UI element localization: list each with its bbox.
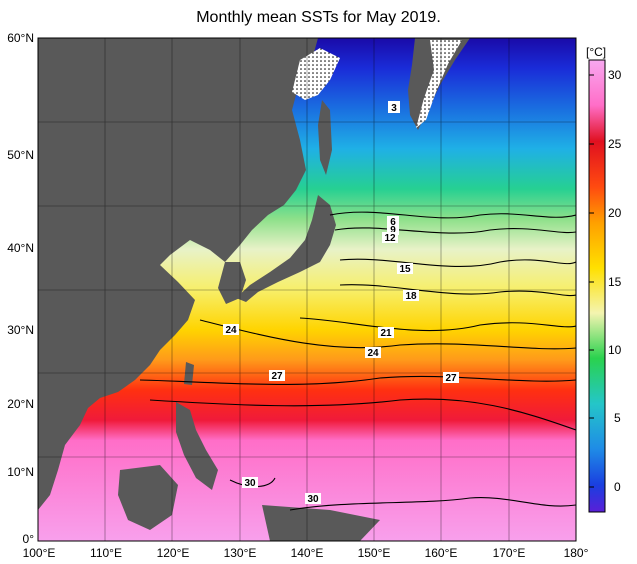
contour-label-24-east: 24: [367, 348, 379, 359]
colorbar-tick-0: 0: [614, 480, 621, 494]
graticule: [38, 38, 576, 541]
lon-label-170e: 170°E: [492, 546, 526, 560]
contour-label-24-west: 24: [225, 325, 237, 336]
colorbar-ticks: [589, 74, 594, 488]
lat-label-20n: 20°N: [7, 397, 34, 411]
sea-ice-okhotsk: [292, 48, 340, 100]
contour-label-layer: 3 6 9 12 15 18 21 24 24 27 27 30 30: [223, 101, 459, 505]
lat-label-60n: 60°N: [7, 31, 34, 45]
contour-label-3: 3: [391, 103, 397, 114]
colorbar-tick-25: 25: [608, 137, 622, 151]
lon-label-130e: 130°E: [223, 546, 257, 560]
contour-lines: [139, 211, 576, 511]
contour-label-18: 18: [405, 291, 417, 302]
lon-label-160e: 160°E: [424, 546, 458, 560]
colorbar-unit: [°C]: [586, 45, 607, 59]
lon-label-150e: 150°E: [357, 546, 391, 560]
lat-label-0: 0°: [22, 532, 34, 546]
contour-label-6: 6: [390, 217, 396, 228]
contour-label-27-east: 27: [445, 373, 457, 384]
lat-label-50n: 50°N: [7, 148, 34, 162]
sea-ice-kamchatka: [416, 40, 462, 128]
landmass-taiwan: [184, 362, 194, 385]
lat-label-10n: 10°N: [7, 465, 34, 479]
contour-label-30-south: 30: [307, 494, 319, 505]
lon-label-110e: 110°E: [90, 546, 122, 560]
contour-label-21: 21: [380, 328, 392, 339]
contour-label-9: 9: [390, 225, 396, 236]
landmass-new-guinea: [262, 505, 380, 541]
contour-label-15: 15: [399, 264, 411, 275]
colorbar: [588, 59, 606, 513]
lon-label-180: 180°: [563, 546, 589, 560]
colorbar-tick-10: 10: [608, 343, 622, 357]
lat-label-40n: 40°N: [7, 241, 34, 255]
colorbar-tick-15: 15: [608, 275, 622, 289]
lon-label-140e: 140°E: [290, 546, 324, 560]
landmass-philippines: [176, 402, 218, 490]
contour-label-12: 12: [384, 233, 396, 244]
map-title: Monthly mean SSTs for May 2019.: [196, 9, 441, 26]
landmass-sakhalin: [318, 100, 332, 175]
landmass-borneo: [118, 465, 178, 530]
landmass-korea: [218, 262, 246, 304]
colorbar-tick-5: 5: [614, 411, 621, 425]
landmass-asia: [38, 38, 318, 510]
colorbar-tick-30: 30: [608, 68, 622, 82]
colorbar-tick-20: 20: [608, 206, 622, 220]
lon-label-120e: 120°E: [156, 546, 190, 560]
lon-label-100e: 100°E: [22, 546, 56, 560]
contour-label-27-west: 27: [271, 371, 283, 382]
map-frame: [37, 37, 577, 542]
lat-label-30n: 30°N: [7, 323, 34, 337]
contour-label-30-west: 30: [244, 478, 256, 489]
